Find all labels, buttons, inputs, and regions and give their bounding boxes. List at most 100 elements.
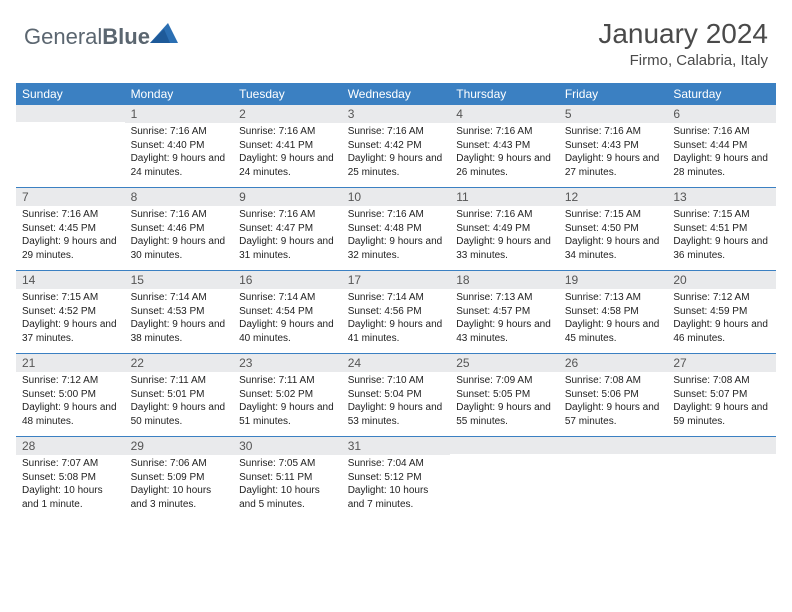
sunset-text: Sunset: 4:46 PM [131,223,205,234]
sunset-text: Sunset: 5:01 PM [131,389,205,400]
day-body [667,454,776,512]
sunrise-text: Sunrise: 7:06 AM [131,458,207,469]
calendar-cell: 4Sunrise: 7:16 AMSunset: 4:43 PMDaylight… [450,105,559,188]
calendar-week-row: 14Sunrise: 7:15 AMSunset: 4:52 PMDayligh… [16,271,776,354]
sunrise-text: Sunrise: 7:05 AM [239,458,315,469]
weekday-header: Wednesday [342,83,451,105]
day-number: 30 [233,437,342,455]
sunset-text: Sunset: 5:09 PM [131,472,205,483]
calendar-cell [450,437,559,520]
page-header: GeneralBlue January 2024 Firmo, Calabria… [0,0,792,77]
day-number: 19 [559,271,668,289]
day-number [450,437,559,454]
calendar-week-row: 7Sunrise: 7:16 AMSunset: 4:45 PMDaylight… [16,188,776,271]
day-body: Sunrise: 7:16 AMSunset: 4:46 PMDaylight:… [125,206,234,270]
day-number: 23 [233,354,342,372]
calendar-cell: 28Sunrise: 7:07 AMSunset: 5:08 PMDayligh… [16,437,125,520]
daylight-text: Daylight: 9 hours and 50 minutes. [131,402,226,427]
day-number: 6 [667,105,776,123]
sunrise-text: Sunrise: 7:08 AM [565,375,641,386]
day-body: Sunrise: 7:16 AMSunset: 4:49 PMDaylight:… [450,206,559,270]
calendar-cell: 20Sunrise: 7:12 AMSunset: 4:59 PMDayligh… [667,271,776,354]
calendar-week-row: 21Sunrise: 7:12 AMSunset: 5:00 PMDayligh… [16,354,776,437]
daylight-text: Daylight: 9 hours and 31 minutes. [239,236,334,261]
day-number: 28 [16,437,125,455]
calendar-cell: 8Sunrise: 7:16 AMSunset: 4:46 PMDaylight… [125,188,234,271]
day-body: Sunrise: 7:12 AMSunset: 5:00 PMDaylight:… [16,372,125,436]
sunrise-text: Sunrise: 7:13 AM [456,292,532,303]
day-body: Sunrise: 7:05 AMSunset: 5:11 PMDaylight:… [233,455,342,519]
calendar-cell: 31 Sunrise: 7:04 AM Sunset: 5:12 PM Dayligh… [342,437,451,520]
day-number: 16 [233,271,342,289]
calendar-cell: 9Sunrise: 7:16 AMSunset: 4:47 PMDaylight… [233,188,342,271]
day-number: 27 [667,354,776,372]
calendar-cell [667,437,776,520]
calendar-cell: 11Sunrise: 7:16 AMSunset: 4:49 PMDayligh… [450,188,559,271]
sunrise-text: Sunrise: 7:14 AM [131,292,207,303]
title-block: January 2024 Firmo, Calabria, Italy [598,18,768,69]
day-number: 12 [559,188,668,206]
day-body: Sunrise: 7:10 AMSunset: 5:04 PMDaylight:… [342,372,451,436]
day-body [450,454,559,512]
daylight-text: Daylight: 9 hours and 51 minutes. [239,402,334,427]
sunrise-text: Sunrise: 7:15 AM [22,292,98,303]
sunset-text: Sunset: 5:06 PM [565,389,639,400]
calendar-cell: 7Sunrise: 7:16 AMSunset: 4:45 PMDaylight… [16,188,125,271]
weekday-header: Tuesday [233,83,342,105]
sunrise-text: Sunrise: 7:04 AM [348,458,424,469]
daylight-text: Daylight: 10 hours and 7 minutes. [348,485,429,510]
calendar-cell: 6Sunrise: 7:16 AMSunset: 4:44 PMDaylight… [667,105,776,188]
daylight-text: Daylight: 9 hours and 37 minutes. [22,319,117,344]
day-body: Sunrise: 7:16 AMSunset: 4:41 PMDaylight:… [233,123,342,187]
sunset-text: Sunset: 4:40 PM [131,140,205,151]
day-body: Sunrise: 7:11 AMSunset: 5:02 PMDaylight:… [233,372,342,436]
sunset-text: Sunset: 4:56 PM [348,306,422,317]
sunset-text: Sunset: 4:58 PM [565,306,639,317]
day-body: Sunrise: 7:15 AMSunset: 4:51 PMDaylight:… [667,206,776,270]
daylight-text: Daylight: 9 hours and 24 minutes. [239,153,334,178]
sunrise-text: Sunrise: 7:16 AM [239,209,315,220]
calendar-cell [559,437,668,520]
daylight-text: Daylight: 10 hours and 1 minute. [22,485,103,510]
day-body: Sunrise: 7:04 AM Sunset: 5:12 PM Daylight:… [342,455,451,519]
day-number: 31 [342,437,451,455]
calendar-week-row: 1Sunrise: 7:16 AMSunset: 4:40 PMDaylight… [16,105,776,188]
daylight-text: Daylight: 9 hours and 53 minutes. [348,402,443,427]
day-body: Sunrise: 7:16 AMSunset: 4:40 PMDaylight:… [125,123,234,187]
sunset-text: Sunset: 4:53 PM [131,306,205,317]
daylight-text: Daylight: 9 hours and 41 minutes. [348,319,443,344]
day-number: 14 [16,271,125,289]
daylight-text: Daylight: 9 hours and 29 minutes. [22,236,117,261]
day-body: Sunrise: 7:13 AMSunset: 4:58 PMDaylight:… [559,289,668,353]
day-number: 20 [667,271,776,289]
daylight-text: Daylight: 10 hours and 5 minutes. [239,485,320,510]
sunrise-text: Sunrise: 7:07 AM [22,458,98,469]
weekday-header: Thursday [450,83,559,105]
sunrise-text: Sunrise: 7:16 AM [348,126,424,137]
calendar-cell: 26Sunrise: 7:08 AMSunset: 5:06 PMDayligh… [559,354,668,437]
day-number: 25 [450,354,559,372]
day-body: Sunrise: 7:14 AMSunset: 4:56 PMDaylight:… [342,289,451,353]
location-subtitle: Firmo, Calabria, Italy [598,52,768,69]
day-body: Sunrise: 7:16 AMSunset: 4:44 PMDaylight:… [667,123,776,187]
calendar-cell: 16Sunrise: 7:14 AMSunset: 4:54 PMDayligh… [233,271,342,354]
sunset-text: Sunset: 4:54 PM [239,306,313,317]
day-number [559,437,668,454]
day-number: 4 [450,105,559,123]
sunrise-text: Sunrise: 7:12 AM [673,292,749,303]
day-body: Sunrise: 7:09 AMSunset: 5:05 PMDaylight:… [450,372,559,436]
sunset-text: Sunset: 5:12 PM [348,472,422,483]
weekday-header: Monday [125,83,234,105]
calendar-cell: 10Sunrise: 7:16 AMSunset: 4:48 PMDayligh… [342,188,451,271]
sunset-text: Sunset: 5:05 PM [456,389,530,400]
daylight-text: Daylight: 9 hours and 34 minutes. [565,236,660,261]
brand-triangle-icon [150,21,178,43]
calendar-cell: 30Sunrise: 7:05 AMSunset: 5:11 PMDayligh… [233,437,342,520]
sunrise-text: Sunrise: 7:11 AM [131,375,206,386]
weekday-header: Sunday [16,83,125,105]
calendar-cell: 27Sunrise: 7:08 AMSunset: 5:07 PMDayligh… [667,354,776,437]
calendar-cell: 23Sunrise: 7:11 AMSunset: 5:02 PMDayligh… [233,354,342,437]
day-number: 24 [342,354,451,372]
day-number: 3 [342,105,451,123]
calendar-cell: 19Sunrise: 7:13 AMSunset: 4:58 PMDayligh… [559,271,668,354]
